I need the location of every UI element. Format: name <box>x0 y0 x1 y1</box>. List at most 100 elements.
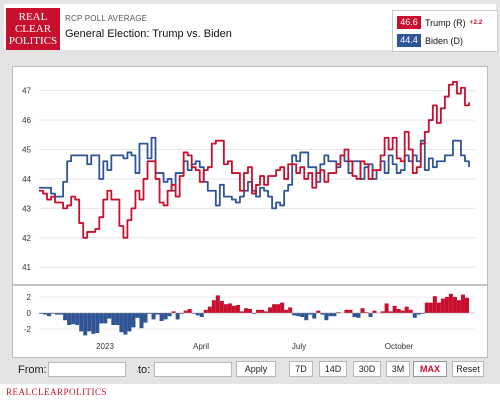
to-date-input[interactable] <box>154 362 232 377</box>
spread-bar <box>420 313 425 314</box>
spread-bar <box>396 309 401 313</box>
spread-bar <box>304 313 309 321</box>
spread-bar <box>155 313 160 315</box>
spread-bar <box>460 294 465 313</box>
spread-bar <box>207 306 212 313</box>
spread-bar <box>123 313 128 335</box>
spread-tick-label--2: -2 <box>24 325 32 334</box>
spread-bar <box>131 313 136 328</box>
spread-bar <box>288 307 293 313</box>
range-14d-button[interactable]: 14D <box>319 361 347 377</box>
spread-bar <box>199 313 204 317</box>
series-line-biden <box>39 136 470 210</box>
spread-bar <box>380 311 385 313</box>
x-tick-label-april: April <box>193 342 209 351</box>
spread-bar <box>63 313 68 321</box>
legend-item-biden[interactable]: 44.4 Biden (D) <box>397 33 463 48</box>
chart-kicker: RCP POLL AVERAGE <box>65 14 148 23</box>
legend-value-biden: 44.4 <box>397 34 421 47</box>
legend-label-biden: Biden (D) <box>425 35 464 46</box>
spread-bar <box>372 310 377 313</box>
x-tick-label-october: October <box>385 342 414 351</box>
rcp-logo[interactable]: REAL CLEAR POLITICS <box>6 8 60 50</box>
spread-bar <box>147 313 152 314</box>
spread-bar <box>332 313 337 317</box>
spread-bar <box>260 309 265 313</box>
spread-bar <box>424 302 429 313</box>
spread-bar <box>99 313 104 324</box>
spread-bar <box>428 302 433 313</box>
y-tick-label-45: 45 <box>22 146 31 155</box>
footer-bar: REALCLEARPOLITICS <box>0 384 500 401</box>
spread-bar <box>448 293 453 313</box>
spread-bar <box>243 308 248 313</box>
spread-bar <box>247 309 252 313</box>
logo-line-3: POLITICS <box>8 35 58 47</box>
spread-bar <box>67 313 72 325</box>
spread-bar <box>440 298 445 313</box>
range-3m-button[interactable]: 3M <box>386 361 410 377</box>
spread-bar <box>143 313 148 323</box>
range-30d-button[interactable]: 30D <box>353 361 381 377</box>
spread-bar <box>183 310 188 313</box>
spread-bar <box>59 313 64 315</box>
spread-bar <box>103 313 108 324</box>
spread-bar <box>91 313 96 334</box>
spread-bar <box>55 313 60 315</box>
spread-bar <box>187 309 192 313</box>
y-tick-label-41: 41 <box>22 263 31 272</box>
x-tick-label-july: July <box>292 342 306 351</box>
spread-bar <box>308 313 313 315</box>
spread-bar <box>416 313 421 315</box>
spread-bar <box>79 313 84 332</box>
spread-bar <box>171 311 176 313</box>
range-controls: From: to: Apply 7D 14D 30D 3M MAX Reset <box>0 358 500 382</box>
spread-bar <box>119 313 124 333</box>
spread-bar <box>284 309 289 313</box>
spread-bar <box>264 311 269 313</box>
legend-value-trump: 46.6 <box>397 16 421 29</box>
spread-bar <box>167 313 172 317</box>
y-tick-label-47: 47 <box>22 87 31 96</box>
spread-bar <box>368 313 373 317</box>
x-tick-label-2023: 2023 <box>96 342 114 351</box>
spread-bar <box>83 313 88 336</box>
spread-bar <box>404 306 409 313</box>
range-max-button[interactable]: MAX <box>413 361 447 377</box>
reset-button[interactable]: Reset <box>452 361 484 377</box>
spread-bar <box>175 313 180 320</box>
spread-bar <box>352 313 357 317</box>
spread-bar <box>344 309 349 313</box>
spread-bar <box>280 302 285 313</box>
series-line-trump <box>39 80 470 239</box>
spread-bar <box>384 303 389 313</box>
spread-bar <box>388 311 393 313</box>
spread-bar <box>320 313 325 315</box>
spread-bar <box>412 313 417 318</box>
y-tick-label-43: 43 <box>22 204 31 213</box>
legend-item-trump[interactable]: 46.6 Trump (R) +2.2 <box>397 15 483 30</box>
spread-tick-label-2: 2 <box>27 293 32 302</box>
spread-bar <box>51 313 56 314</box>
spread-bar <box>111 313 116 325</box>
chart-header: REAL CLEAR POLITICS RCP POLL AVERAGE Gen… <box>4 4 498 52</box>
apply-button[interactable]: Apply <box>236 361 276 377</box>
spread-bar <box>392 305 397 313</box>
spread-bar <box>292 313 297 316</box>
chart-title: General Election: Trump vs. Biden <box>65 28 232 40</box>
spread-bar <box>408 309 413 313</box>
footer-brand[interactable]: REALCLEARPOLITICS <box>6 387 108 397</box>
chart-legend: 46.6 Trump (R) +2.2 44.4 Biden (D) <box>392 10 498 52</box>
spread-bar <box>436 302 441 313</box>
spread-bar <box>95 313 100 333</box>
to-label: to: <box>138 364 151 376</box>
spread-bar <box>251 313 257 314</box>
from-date-input[interactable] <box>48 362 126 377</box>
spread-bar <box>191 313 196 314</box>
spread-bar <box>336 312 341 313</box>
spread-bar <box>43 313 48 315</box>
range-7d-button[interactable]: 7D <box>289 361 313 377</box>
logo-line-2: CLEAR <box>14 23 52 35</box>
spread-bar <box>195 313 200 316</box>
